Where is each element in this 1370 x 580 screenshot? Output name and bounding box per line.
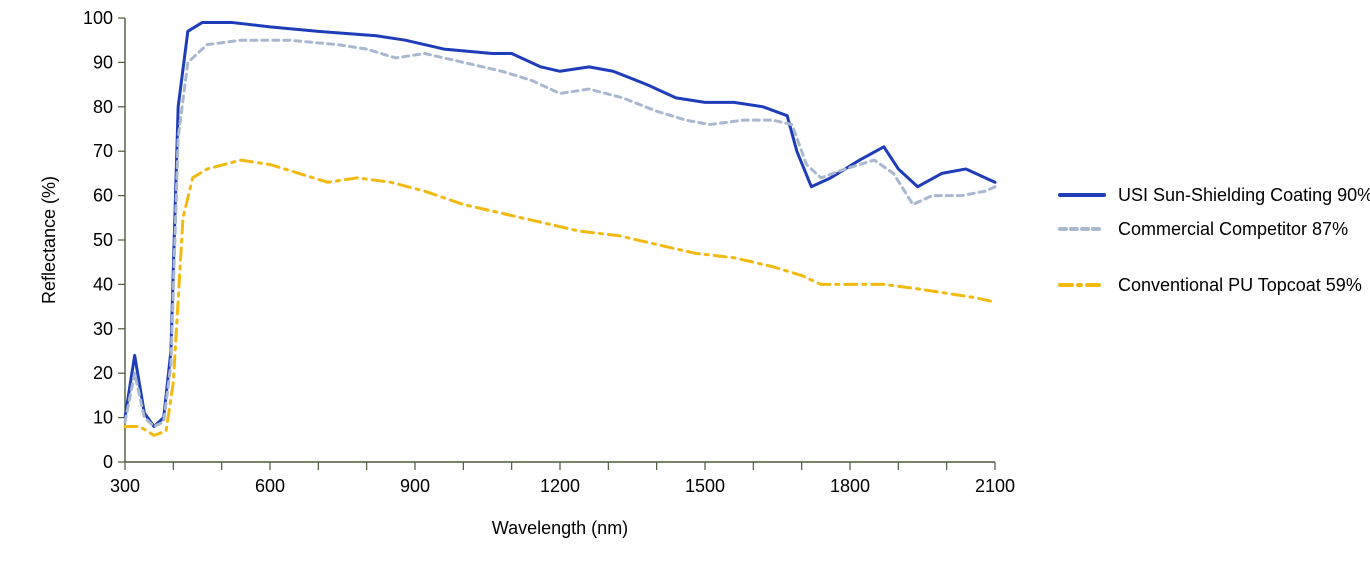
y-tick-label: 70: [93, 141, 113, 161]
x-tick-label: 600: [255, 476, 285, 496]
y-axis-label: Reflectance (%): [39, 176, 59, 304]
y-tick-label: 10: [93, 408, 113, 428]
x-tick-label: 1800: [830, 476, 870, 496]
x-tick-label: 300: [110, 476, 140, 496]
y-tick-label: 80: [93, 97, 113, 117]
series-line-0: [125, 22, 995, 426]
y-tick-label: 0: [103, 452, 113, 472]
y-tick-label: 40: [93, 274, 113, 294]
series-line-2: [125, 160, 995, 435]
y-tick-label: 20: [93, 363, 113, 383]
y-tick-label: 30: [93, 319, 113, 339]
y-tick-label: 100: [83, 8, 113, 28]
reflectance-chart: 0 10 20 30 40 50 60 70 80 90 100 300 600 900 1200 1500 1…: [0, 0, 1370, 580]
x-tick-label: 1500: [685, 476, 725, 496]
legend-label: Conventional PU Topcoat 59%: [1118, 275, 1362, 295]
x-tick-label: 2100: [975, 476, 1015, 496]
x-tick-label: 900: [400, 476, 430, 496]
series-line-1: [125, 40, 995, 426]
y-tick-label: 60: [93, 186, 113, 206]
x-tick-label: 1200: [540, 476, 580, 496]
y-tick-label: 50: [93, 230, 113, 250]
legend-label: Commercial Competitor 87%: [1118, 219, 1348, 239]
x-axis-label: Wavelength (nm): [492, 518, 628, 538]
chart-legend: USI Sun-Shielding Coating 90% Commercial …: [1060, 185, 1370, 295]
y-tick-label: 90: [93, 52, 113, 72]
legend-label: USI Sun-Shielding Coating 90%: [1118, 185, 1370, 205]
